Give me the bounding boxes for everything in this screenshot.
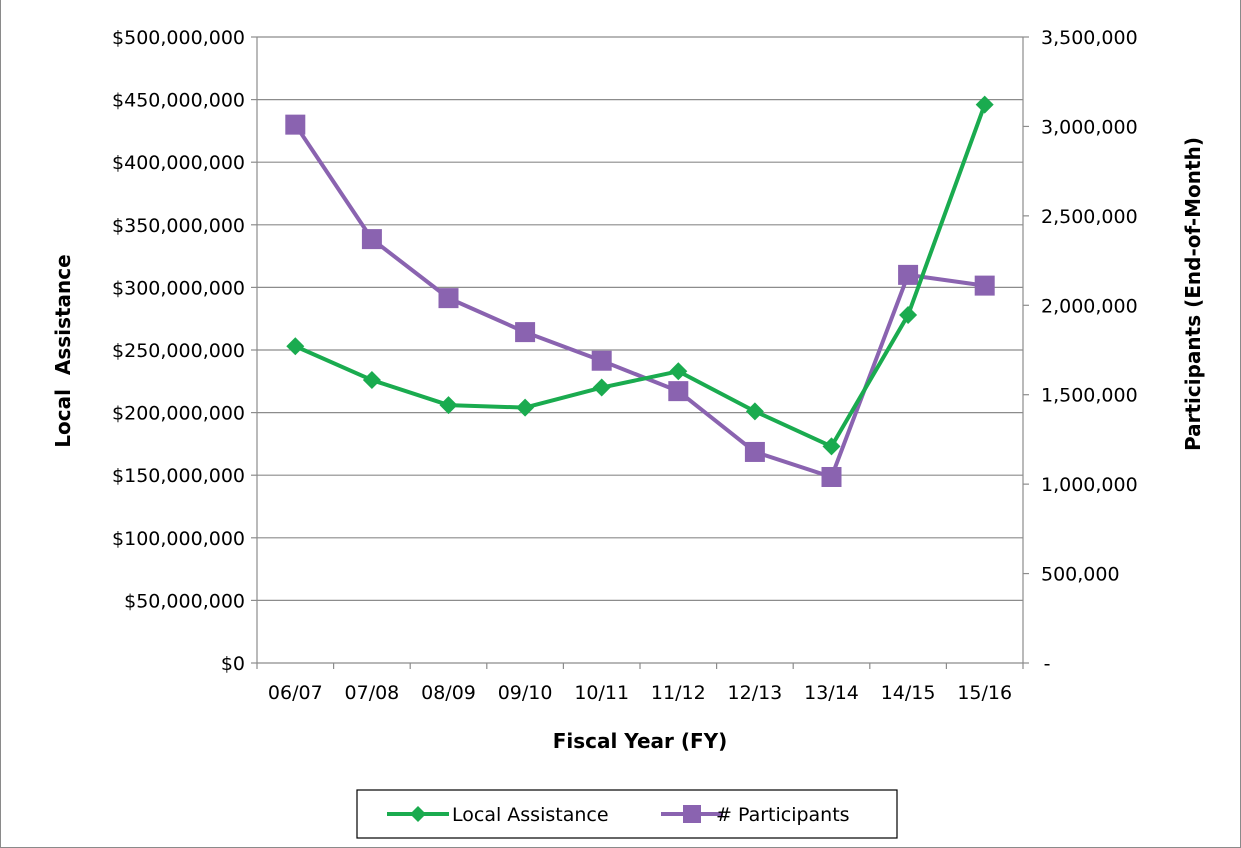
y-left-tick-label: $0 <box>221 653 245 675</box>
data-point-local-assistance <box>592 378 611 397</box>
x-tick-label: 13/14 <box>804 682 859 704</box>
data-point-participants <box>668 381 689 402</box>
right-axis-tick-labels: - 500,000 1,000,000 1,500,000 2,000,000 2,500… <box>1041 27 1138 675</box>
series-line-participants <box>293 123 985 479</box>
legend-label: Local Assistance <box>452 804 609 826</box>
x-tick-label: 09/10 <box>498 682 553 704</box>
data-point-local-assistance <box>975 95 994 114</box>
y-left-tick-label: $50,000,000 <box>124 590 245 612</box>
x-tick-label: 08/09 <box>421 682 476 704</box>
data-point-local-assistance <box>822 437 841 456</box>
x-tick-label: 11/12 <box>651 682 706 704</box>
y-right-tick-label: 1,500,000 <box>1041 385 1138 407</box>
y-left-tick-label: $350,000,000 <box>112 215 245 237</box>
y-axis-right-title: Participants (End-of-Month) <box>1181 137 1205 451</box>
data-point-local-assistance <box>669 362 688 381</box>
data-point-local-assistance <box>899 305 918 324</box>
legend-label: # Participants <box>716 804 850 826</box>
y-left-tick-label: $500,000,000 <box>112 27 245 49</box>
y-right-tick-label: 3,000,000 <box>1041 116 1138 138</box>
data-point-participants <box>744 441 765 462</box>
series-line-local-assistance <box>294 103 987 449</box>
x-tick-label: 12/13 <box>728 682 783 704</box>
x-tick-label: 07/08 <box>345 682 400 704</box>
data-point-participants <box>898 264 919 285</box>
y-left-tick-label: $100,000,000 <box>112 528 245 550</box>
data-point-local-assistance <box>362 371 381 390</box>
x-axis-title: Fiscal Year (FY) <box>553 729 728 753</box>
y-left-tick-label: $450,000,000 <box>112 90 245 112</box>
y-right-tick-label: - <box>1044 653 1051 675</box>
x-tick-label: 06/07 <box>268 682 323 704</box>
data-point-local-assistance <box>745 402 764 421</box>
y-right-tick-label: 2,500,000 <box>1041 206 1138 228</box>
legend-marker-square <box>683 805 701 823</box>
y-right-tick-label: 1,000,000 <box>1041 474 1138 496</box>
data-point-participants <box>285 114 306 135</box>
y-left-tick-label: $400,000,000 <box>112 152 245 174</box>
data-point-participants <box>515 322 536 343</box>
x-axis-tick-labels: 06/07 07/08 08/09 09/10 10/11 11/12 12/13 13/14… <box>268 682 1012 704</box>
data-point-local-assistance <box>286 337 305 356</box>
data-point-participants <box>821 466 842 487</box>
left-axis-tick-labels: $0 $50,000,000 $100,000,000 $150,000,000 $20… <box>112 27 245 675</box>
data-point-participants <box>591 350 612 371</box>
data-point-participants <box>438 288 459 309</box>
y-right-tick-label: 2,000,000 <box>1041 295 1138 317</box>
y-left-tick-label: $200,000,000 <box>112 403 245 425</box>
data-point-local-assistance <box>439 396 458 415</box>
x-tick-label: 15/16 <box>957 682 1012 704</box>
series-layer <box>285 95 995 487</box>
legend-marker-diamond <box>410 806 426 822</box>
y-left-tick-label: $150,000,000 <box>112 465 245 487</box>
data-point-participants <box>974 275 995 296</box>
x-tick-label: 10/11 <box>574 682 629 704</box>
axes <box>251 36 1029 669</box>
y-left-tick-label: $250,000,000 <box>112 340 245 362</box>
data-point-local-assistance <box>516 398 535 417</box>
x-tick-label: 14/15 <box>881 682 936 704</box>
legend: Local Assistance # Participants <box>356 789 898 839</box>
gridlines <box>257 36 1023 602</box>
y-axis-left-title: Local Assistance <box>51 254 75 447</box>
data-point-participants <box>361 229 382 250</box>
y-right-tick-label: 3,500,000 <box>1041 27 1138 49</box>
y-left-tick-label: $300,000,000 <box>112 277 245 299</box>
y-right-tick-label: 500,000 <box>1041 564 1120 586</box>
